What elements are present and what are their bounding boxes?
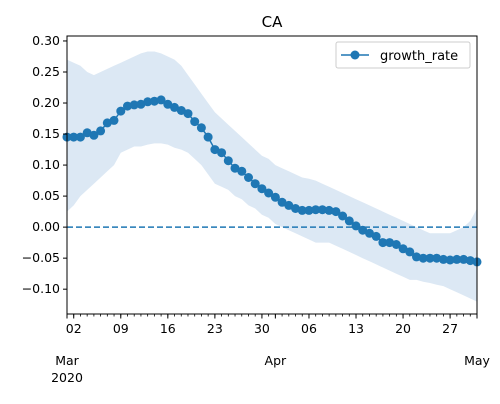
data-point — [143, 97, 153, 107]
y-tick-label: 0.20 — [32, 95, 60, 110]
data-point — [344, 216, 354, 226]
y-tick-label: 0.00 — [32, 219, 60, 234]
data-point — [277, 197, 287, 207]
data-point — [69, 132, 79, 142]
data-point — [459, 254, 469, 264]
data-point — [129, 100, 139, 110]
legend: growth_rate — [335, 41, 471, 69]
data-point — [75, 132, 85, 142]
data-point — [297, 205, 307, 215]
data-point — [358, 225, 368, 235]
data-point — [264, 188, 274, 198]
x-axis: 02 09 16 23 30 06 13 20 27 Mar 2020 Apr May — [51, 314, 491, 385]
data-point — [190, 117, 200, 127]
data-point — [170, 102, 179, 112]
data-point — [338, 211, 348, 221]
y-tick-label: −0.05 — [22, 250, 60, 265]
data-point — [237, 166, 247, 176]
chart-title: CA — [262, 13, 283, 31]
x-year-label: 2020 — [51, 370, 83, 385]
data-point — [351, 221, 361, 231]
y-tick-label: 0.15 — [32, 126, 60, 141]
data-point — [109, 115, 119, 125]
x-tick-label: 02 — [66, 321, 82, 336]
data-point — [250, 179, 260, 189]
y-tick-label: −0.10 — [22, 281, 60, 296]
y-tick-label: 0.25 — [32, 64, 60, 79]
x-month-label: Apr — [265, 353, 287, 368]
data-point — [311, 205, 321, 215]
data-point — [418, 253, 428, 263]
data-point — [230, 163, 240, 173]
data-point — [378, 238, 388, 248]
x-tick-label: 06 — [301, 321, 317, 336]
data-point — [196, 123, 206, 133]
legend-label-growth-rate: growth_rate — [380, 49, 458, 64]
data-point — [116, 106, 126, 116]
data-point — [284, 200, 294, 210]
data-point — [149, 96, 159, 106]
data-point — [405, 247, 415, 257]
data-point — [438, 254, 448, 264]
x-tick-label: 20 — [395, 321, 411, 336]
confidence-band-layer — [67, 51, 477, 302]
plot-frame — [66, 35, 478, 315]
confidence-band — [67, 51, 477, 302]
x-tick-label: 23 — [207, 321, 223, 336]
data-point — [365, 228, 374, 238]
data-point — [163, 99, 173, 109]
x-tick-label: 30 — [254, 321, 270, 336]
data-point — [176, 106, 186, 115]
x-month-label: Mar — [55, 353, 79, 368]
y-axis: −0.10 −0.05 0.00 0.05 0.10 0.15 0.20 0.25 0.30 — [22, 33, 67, 296]
x-tick-label: 13 — [348, 321, 364, 336]
data-point — [123, 101, 132, 111]
data-point — [304, 205, 314, 215]
data-point — [223, 156, 233, 166]
data-point — [257, 184, 267, 194]
data-point — [183, 109, 193, 119]
data-point — [244, 173, 253, 182]
y-tick-label: 0.05 — [32, 188, 60, 203]
data-point — [96, 126, 106, 136]
data-point — [203, 132, 213, 142]
data-point — [371, 231, 381, 241]
data-point — [331, 207, 341, 217]
legend-box — [335, 41, 471, 69]
x-month-label: May — [464, 353, 490, 368]
data-point — [136, 99, 146, 109]
data-point — [324, 205, 334, 215]
data-point — [217, 148, 227, 158]
data-point — [398, 244, 408, 254]
x-tick-label: 27 — [442, 321, 458, 336]
x-tick-label: 16 — [160, 321, 176, 336]
data-point — [425, 253, 435, 263]
data-point — [317, 205, 327, 215]
data-point — [465, 256, 475, 266]
data-point — [452, 254, 462, 264]
data-point — [391, 240, 401, 249]
data-point — [270, 192, 280, 202]
data-point — [210, 145, 220, 155]
data-point — [412, 252, 421, 262]
data-point — [432, 253, 442, 263]
x-tick-label: 09 — [113, 321, 129, 336]
data-point — [445, 255, 455, 265]
y-tick-label: 0.30 — [32, 33, 60, 48]
data-point — [89, 130, 99, 140]
y-tick-label: 0.10 — [32, 157, 60, 172]
legend-marker-swatch — [350, 50, 360, 60]
data-point — [156, 95, 166, 105]
